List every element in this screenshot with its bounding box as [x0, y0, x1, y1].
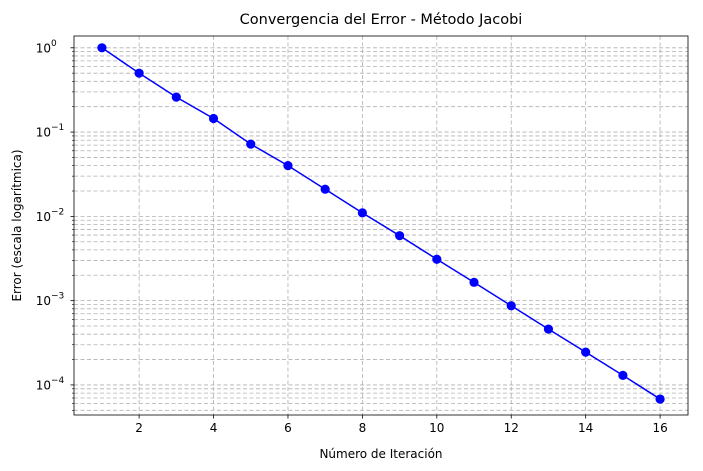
y-tick-label: 10: [36, 294, 51, 308]
data-point: [171, 92, 181, 102]
y-tick-label-exponent: 0: [51, 39, 57, 49]
x-tick-label: 10: [429, 421, 444, 435]
data-point: [469, 277, 479, 287]
data-point: [432, 254, 442, 264]
plot-area-frame: [73, 35, 689, 416]
y-tick-label-exponent: −1: [51, 123, 64, 133]
x-tick-label: 2: [135, 421, 143, 435]
data-point: [134, 68, 144, 78]
chart-title: Convergencia del Error - Método Jacobi: [240, 12, 523, 28]
series-layer: [97, 43, 665, 404]
y-tick-label: 10: [36, 126, 51, 140]
y-tick-label: 10: [36, 210, 51, 224]
data-point: [655, 394, 665, 404]
data-point: [357, 208, 367, 218]
y-tick-label-exponent: −4: [51, 376, 65, 386]
x-tick-label: 4: [210, 421, 218, 435]
y-tick-label: 10: [36, 41, 51, 55]
x-tick-label: 16: [652, 421, 667, 435]
x-tick-label: 8: [359, 421, 367, 435]
y-tick-label-exponent: −2: [51, 207, 64, 217]
y-tick-label: 10: [36, 378, 51, 392]
data-point: [395, 231, 405, 241]
series-line: [101, 47, 661, 400]
data-point: [618, 370, 628, 380]
x-axis-label: Número de Iteración: [319, 447, 442, 461]
x-tick-label: 12: [504, 421, 519, 435]
data-point: [506, 301, 516, 311]
data-point: [320, 184, 330, 194]
y-axis-label: Error (escala logarítmica): [10, 149, 24, 301]
x-tick-label: 14: [578, 421, 593, 435]
data-point: [208, 113, 219, 124]
y-tick-label-exponent: −3: [51, 292, 64, 302]
data-point: [97, 43, 107, 53]
data-point: [543, 324, 554, 334]
data-point: [283, 161, 293, 171]
x-tick-label: 6: [284, 421, 292, 435]
data-point: [246, 139, 256, 149]
data-point: [581, 347, 591, 357]
